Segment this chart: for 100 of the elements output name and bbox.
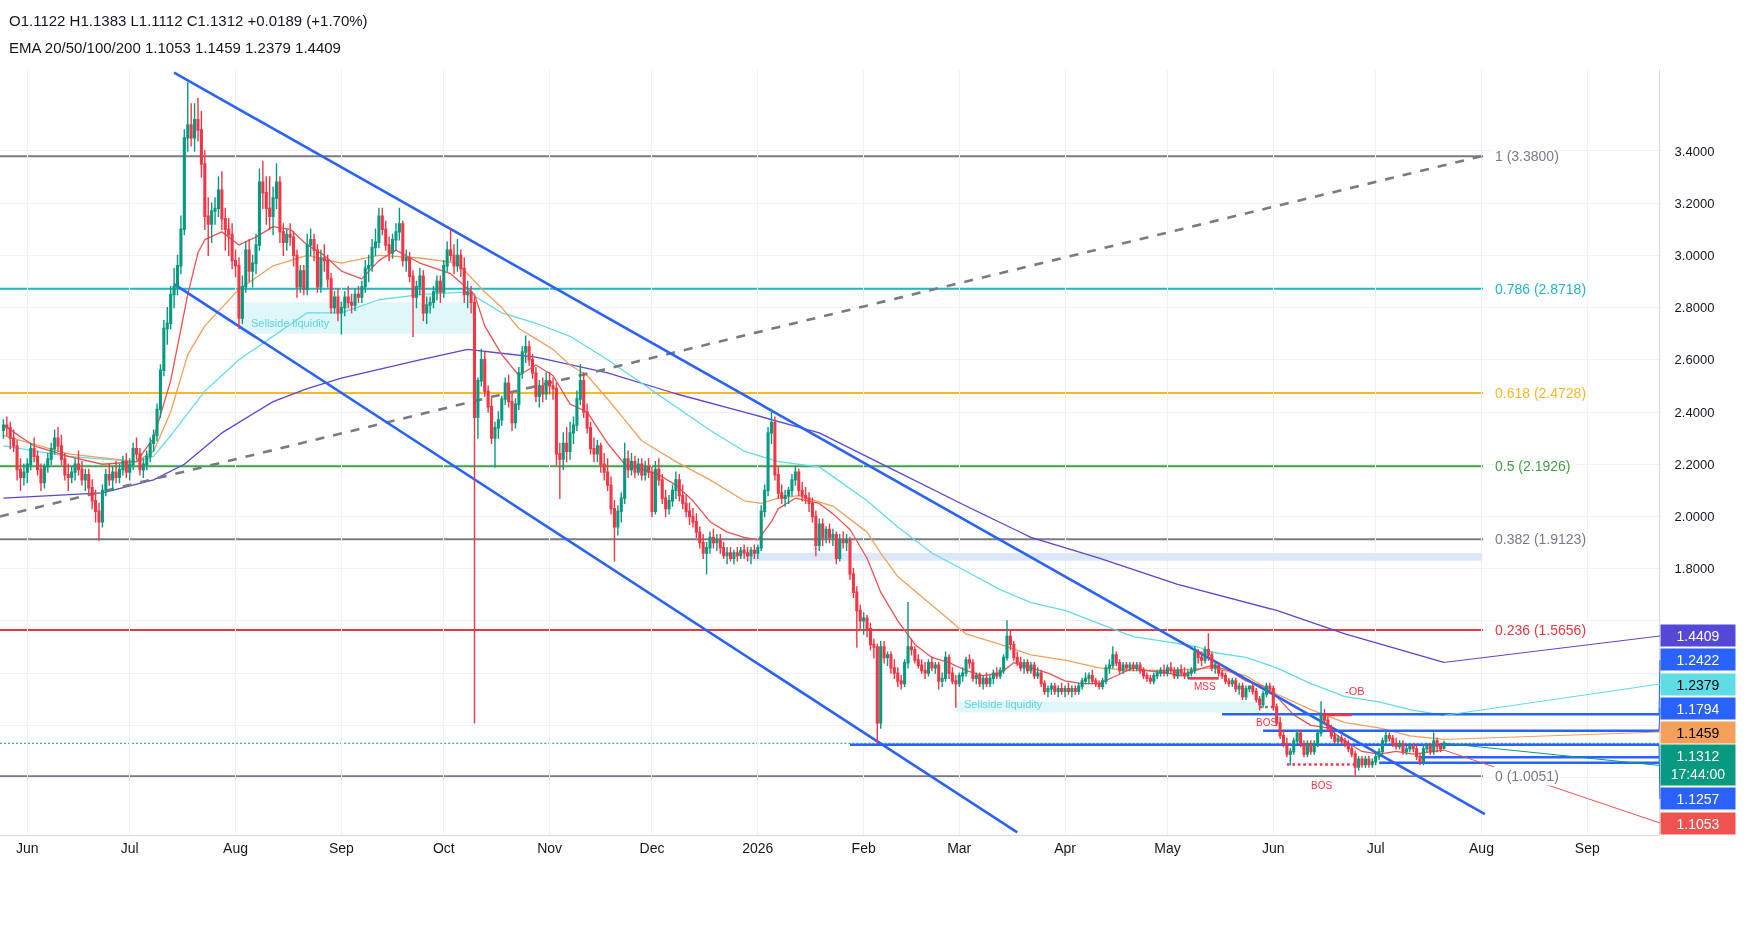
candlestick [926, 659, 931, 677]
candlestick [1186, 669, 1190, 680]
candlestick [268, 176, 272, 230]
candlestick [1230, 677, 1234, 687]
ref-line-label: 0.382 (1.9123) [1495, 531, 1587, 547]
candlestick [114, 460, 118, 484]
candlestick [827, 523, 832, 544]
candlestick [1121, 661, 1125, 674]
y-tick-label: 2.8000 [1674, 300, 1715, 316]
candlestick [995, 667, 999, 680]
candlestick [838, 534, 842, 562]
candlestick [1182, 667, 1187, 680]
x-tick-label: May [1154, 839, 1181, 856]
candlestick [1131, 661, 1135, 672]
candlestick [1203, 646, 1207, 664]
candlestick [124, 453, 128, 478]
candlestick [1391, 735, 1395, 747]
candlestick [1213, 661, 1217, 674]
candlestick [1148, 675, 1152, 685]
annotation: 1.1053 [1676, 815, 1720, 832]
candlestick [83, 468, 87, 492]
candlestick [882, 641, 886, 664]
candlestick [1152, 672, 1156, 685]
candlestick [834, 531, 838, 565]
candlestick [1196, 648, 1200, 664]
candlestick [1237, 682, 1241, 695]
candlestick [1019, 656, 1023, 672]
candlestick [1036, 667, 1040, 680]
candlestick [1090, 669, 1094, 685]
candlestick [421, 270, 425, 322]
candlestick [1056, 685, 1060, 698]
annotation: 1.4409 [1676, 627, 1720, 644]
candlestick [739, 547, 743, 559]
candlestick [1155, 669, 1159, 680]
candlestick [1435, 737, 1439, 753]
x-tick-label: Sep [1574, 839, 1600, 856]
candlestick [933, 661, 937, 674]
candlestick [353, 288, 357, 311]
candlestick [1394, 737, 1398, 750]
candlestick [1049, 682, 1053, 695]
x-tick-label: Dec [639, 839, 665, 856]
candlestick [568, 421, 572, 460]
y-tick-label: 2.6000 [1674, 352, 1715, 368]
annotation: -OB [1345, 685, 1365, 697]
candlestick [1063, 685, 1067, 698]
candlestick [831, 528, 835, 546]
candlestick [1223, 672, 1228, 685]
candlestick [1070, 685, 1074, 698]
candlestick [728, 547, 733, 562]
candlestick [1022, 659, 1026, 674]
candlestick [455, 239, 459, 272]
y-tick-label: 3.2000 [1674, 195, 1715, 211]
x-tick-label: Jun [1261, 839, 1285, 856]
x-tick-label: Apr [1054, 839, 1077, 856]
candlestick [1, 419, 5, 439]
candlestick [923, 661, 927, 680]
y-tick-label: 1.8000 [1674, 561, 1715, 577]
candlestick [356, 286, 360, 304]
x-tick-label: 2026 [742, 839, 774, 856]
candlestick [193, 103, 197, 152]
candlestick [636, 458, 640, 476]
candlestick [1367, 755, 1371, 768]
candlestick [1159, 667, 1163, 677]
x-tick-label: Aug [1469, 839, 1494, 856]
candlestick [285, 228, 289, 251]
candlestick [565, 427, 569, 463]
candlestick [643, 460, 647, 481]
candlestick [984, 672, 989, 687]
text: EMA 20/50/100/200 1.1053 1.1459 1.2379 1.4409 [9, 39, 341, 56]
candlestick [1077, 682, 1081, 695]
candlestick [821, 518, 825, 546]
candlestick [319, 249, 323, 293]
candlestick [841, 531, 845, 549]
candlestick [633, 455, 637, 478]
candlestick [752, 544, 756, 559]
candlestick [845, 534, 849, 552]
candlestick [189, 103, 193, 147]
candlestick [746, 547, 750, 562]
y-tick-label: 2.0000 [1674, 509, 1715, 525]
candlestick [541, 377, 545, 403]
candlestick [824, 526, 828, 544]
candlestick [247, 239, 251, 283]
x-tick-label: Jun [16, 839, 39, 856]
candlestick [1309, 740, 1313, 755]
x-tick-label: Nov [537, 839, 563, 856]
candlestick [711, 528, 715, 549]
x-tick-label: Mar [947, 839, 972, 856]
annotation: 1.1312 17:44:00 [1670, 747, 1726, 783]
candlestick [1193, 646, 1197, 674]
ref-line-label: 1 (3.3800) [1495, 148, 1559, 164]
candlestick [1404, 745, 1408, 755]
candlestick [1432, 732, 1436, 755]
annotation: 1.1794 [1676, 700, 1720, 717]
y-tick-label: 2.2000 [1674, 456, 1715, 472]
ref-line-label: 0.5 (2.1926) [1495, 458, 1571, 474]
candlestick [1179, 664, 1183, 677]
x-tick-label: Sep [328, 839, 355, 856]
candlestick [544, 372, 548, 400]
candlestick [332, 291, 337, 314]
candlestick [947, 654, 951, 680]
